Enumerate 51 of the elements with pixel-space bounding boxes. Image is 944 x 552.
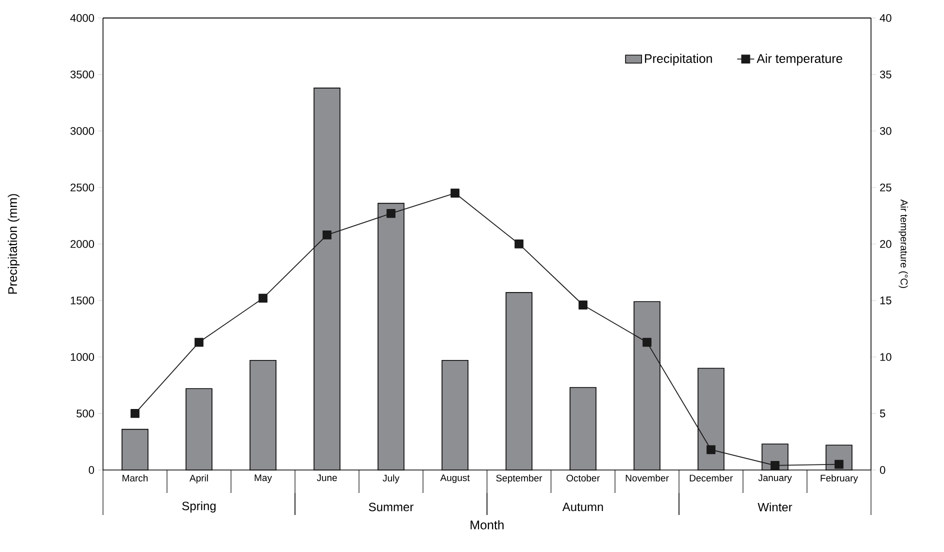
x-tick-label: July	[382, 474, 400, 484]
point	[322, 230, 332, 240]
y-tick-label: 2000	[70, 240, 94, 248]
legend-label: Precipitation	[644, 54, 712, 66]
x-tick-label: May	[254, 474, 272, 484]
point	[258, 294, 268, 303]
x-tick-label: January	[758, 474, 792, 484]
point	[386, 209, 396, 218]
text: Autumn	[562, 502, 603, 512]
y2-tick-label: 20	[880, 240, 892, 248]
point	[130, 409, 140, 418]
text: Winter	[758, 502, 792, 512]
y2-tick-label: 25	[880, 184, 892, 192]
y-tick-label: 2500	[70, 184, 94, 192]
x-tick-label: April	[190, 474, 208, 484]
point	[194, 338, 204, 347]
x-tick-label: March	[122, 474, 148, 482]
y-tick-label: 500	[76, 410, 94, 418]
x-tick-label: December	[690, 474, 733, 482]
text: Spring	[182, 501, 216, 513]
point	[450, 188, 460, 198]
x-tick-label: February	[820, 474, 858, 484]
point	[642, 338, 652, 347]
y-tick-label: 0	[88, 466, 94, 474]
y-tick-label: 1000	[70, 353, 94, 361]
y-tick-label: 4000	[70, 14, 94, 22]
point	[578, 300, 588, 310]
point	[514, 240, 524, 248]
y-axis-title: Precipitation (mm)	[8, 194, 20, 294]
y-tick-label: 3000	[70, 127, 94, 135]
x-tick-label: August	[440, 474, 470, 484]
y2-tick-label: 5	[880, 410, 886, 418]
legend-label: Air temperature	[756, 54, 842, 66]
y2-axis-title: Air temperature (°C)	[898, 199, 908, 288]
y2-tick-label: 0	[880, 466, 886, 474]
point	[706, 445, 716, 454]
text: Summer	[368, 502, 414, 512]
y2-tick-label: 40	[880, 14, 892, 22]
y-tick-label: 3500	[70, 70, 94, 78]
y2-tick-label: 10	[880, 353, 892, 361]
y2-tick-label: 15	[880, 296, 892, 304]
x-axis-title: Month	[470, 520, 504, 530]
y2-tick-label: 35	[880, 70, 892, 78]
y-tick-label: 1500	[70, 296, 94, 304]
point	[770, 461, 780, 470]
x-tick-label: November	[626, 474, 669, 482]
x-tick-label: June	[316, 474, 337, 482]
x-tick-label: September	[496, 474, 542, 484]
y2-tick-label: 30	[880, 127, 892, 135]
x-tick-label: October	[566, 474, 600, 482]
point	[834, 460, 844, 469]
